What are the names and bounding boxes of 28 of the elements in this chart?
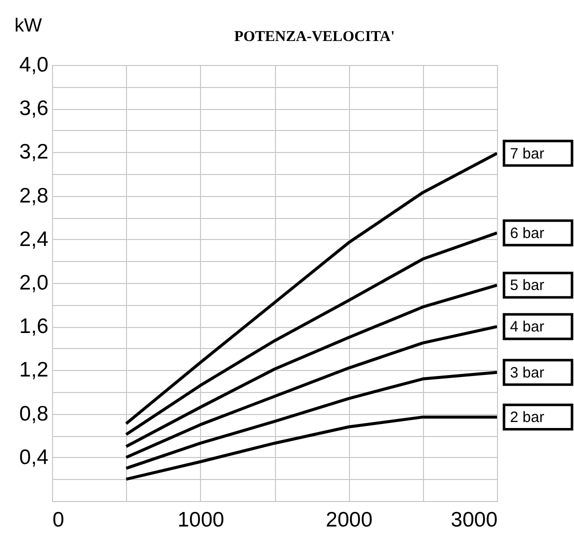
y-axis-title: kW [14, 16, 42, 36]
y-tick-label: 3,2 [19, 140, 48, 164]
line-series [124, 416, 497, 481]
y-tick-label: 2,8 [19, 184, 48, 208]
y-tick-label: 1,2 [19, 358, 48, 382]
y-tick-label: 4,0 [19, 54, 48, 76]
y-tick-label: 2,4 [19, 228, 49, 251]
chart-title: POTENZA-VELOCITA' [234, 29, 395, 45]
line-series [124, 284, 497, 448]
y-tick-label: 3,6 [19, 97, 48, 120]
y-tick-label: 2,0 [19, 272, 48, 294]
series-label: 6 bar [510, 224, 544, 242]
y-tick-label: 1,6 [19, 315, 48, 338]
series-label: 3 bar [510, 364, 544, 382]
y-tick-label: 0,8 [19, 402, 48, 426]
x-tick-label: 0 [52, 508, 64, 532]
y-tick-label: 0,4 [19, 446, 49, 469]
x-tick-label: 2000 [326, 508, 373, 532]
line-series [124, 370, 497, 470]
line-series [124, 325, 497, 459]
x-tick-label: 3000 [450, 508, 498, 532]
series-label: 5 bar [510, 277, 544, 294]
series-label: 7 bar [510, 145, 544, 162]
series-label: 4 bar [510, 318, 544, 336]
line-series [124, 152, 497, 426]
x-tick-label: 1000 [177, 508, 224, 532]
line-series [124, 231, 497, 436]
series-label: 2 bar [510, 409, 544, 426]
